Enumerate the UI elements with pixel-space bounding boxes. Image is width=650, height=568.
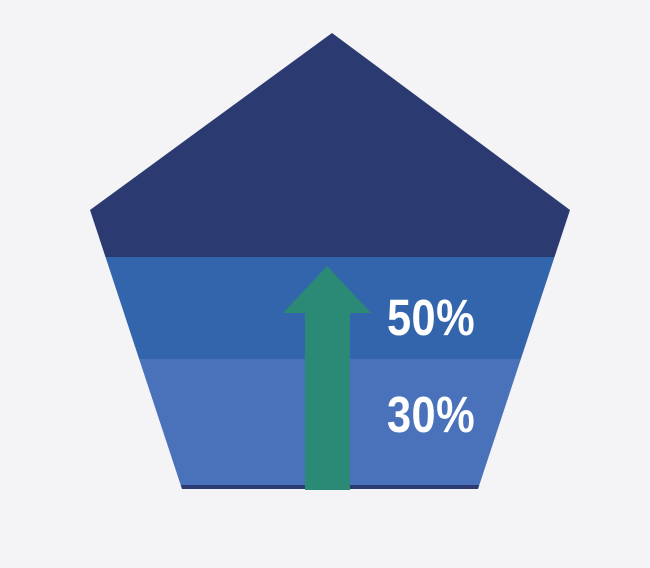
up-arrow-icon: [283, 266, 371, 490]
pentagon-tier-top: [90, 33, 570, 257]
bottom-tier-percent-label: 30%: [387, 386, 476, 443]
middle-tier-percent-label: 50%: [387, 289, 476, 346]
